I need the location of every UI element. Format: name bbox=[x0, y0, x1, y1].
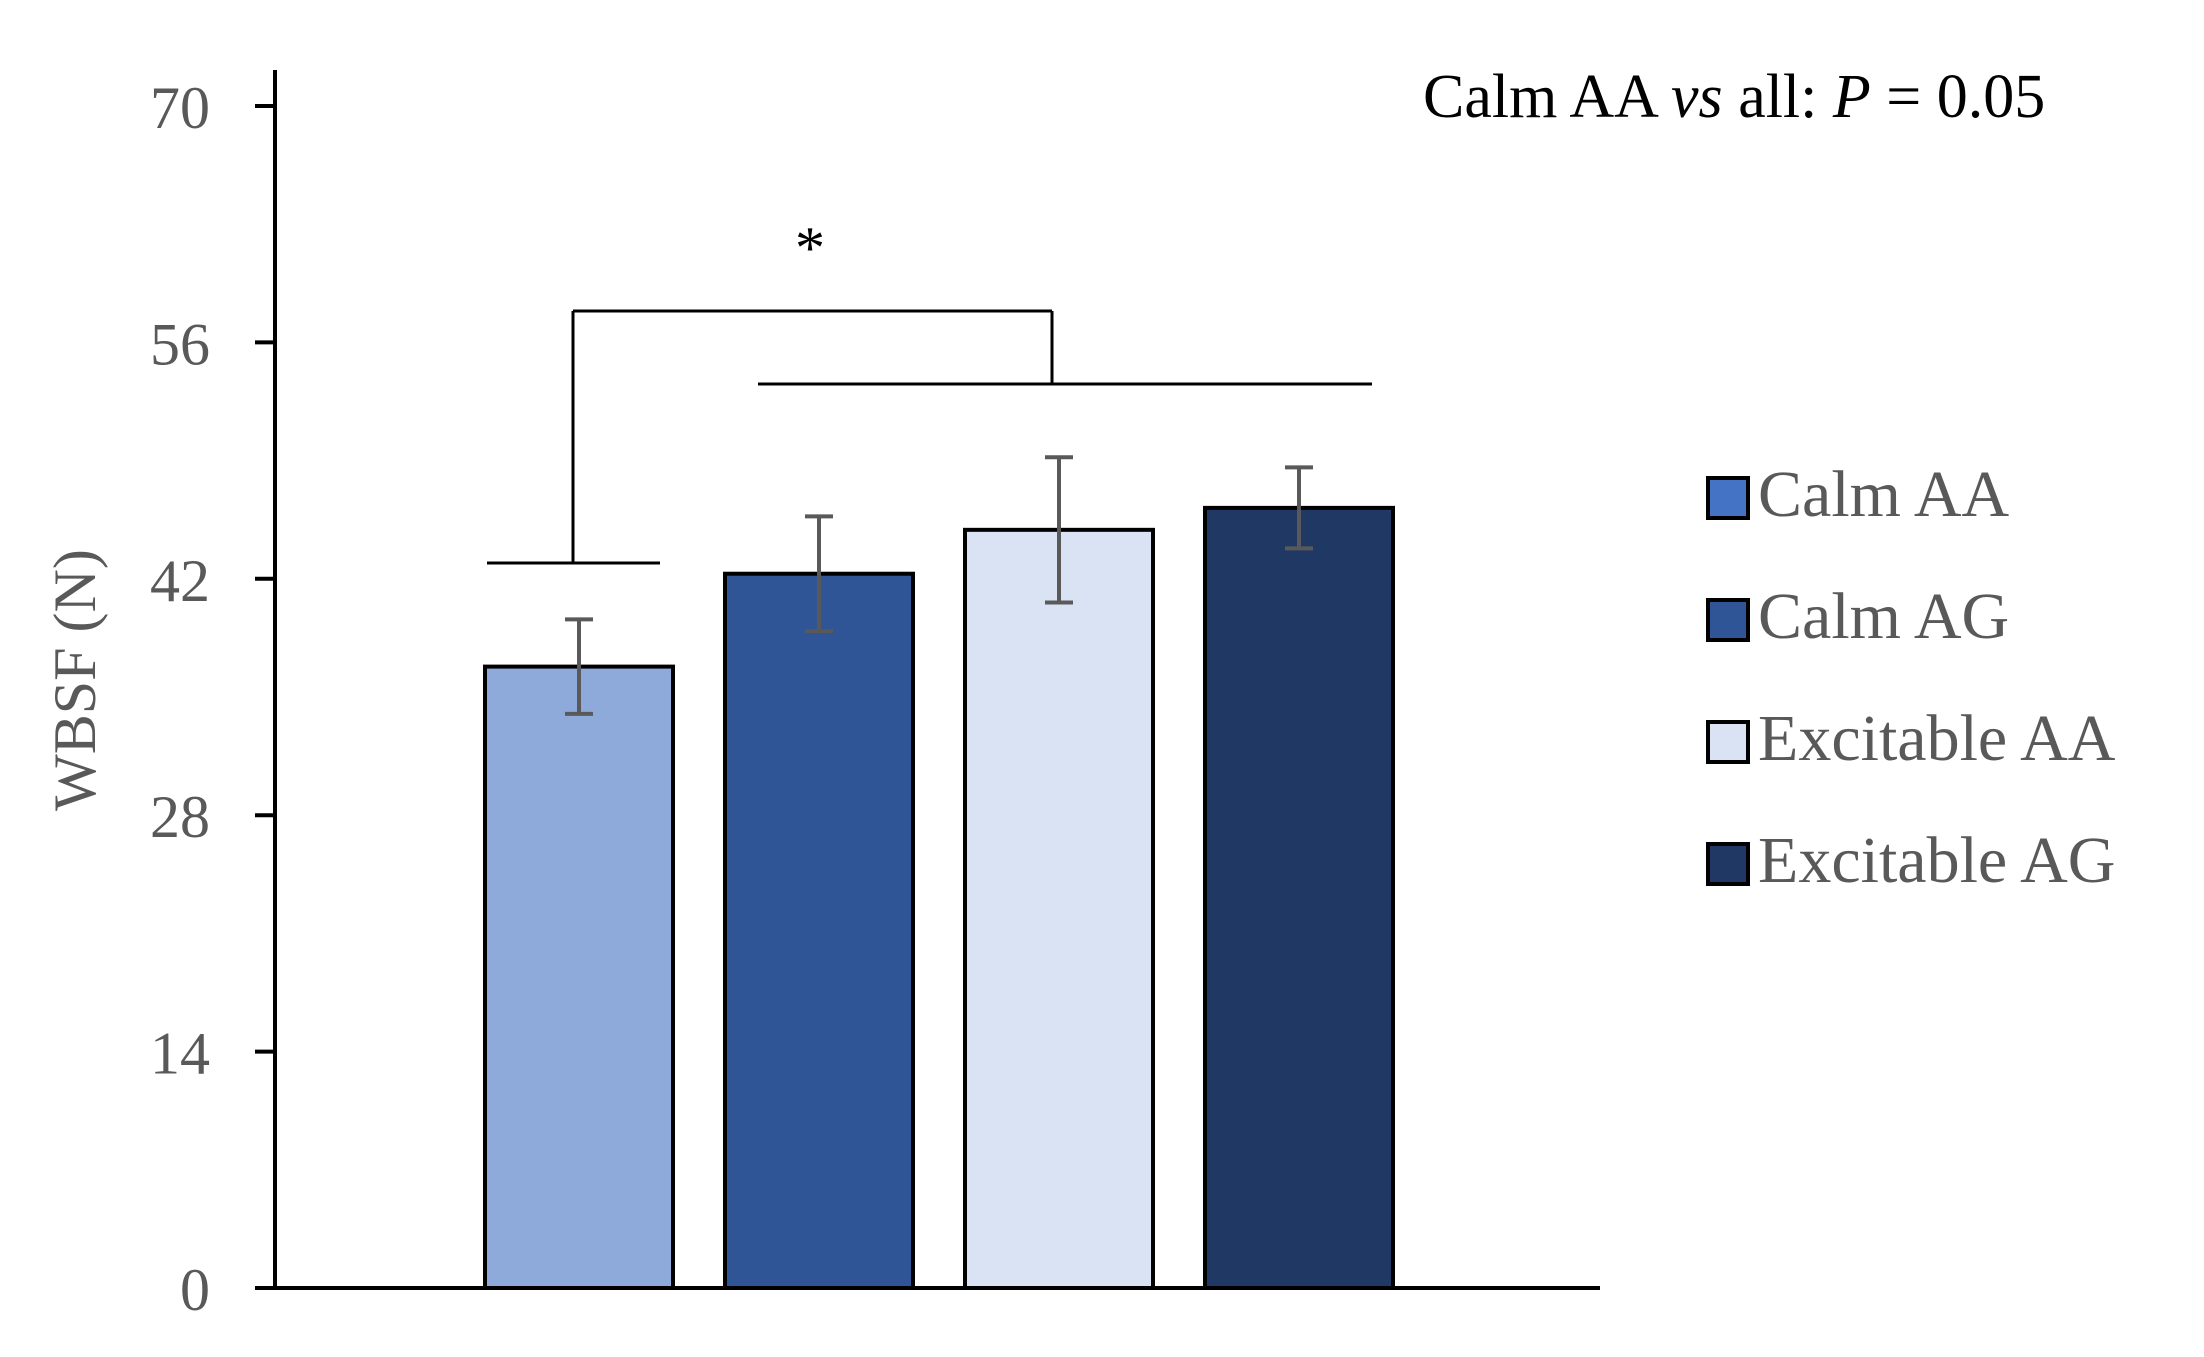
p-value-p: P bbox=[1832, 63, 1871, 131]
significance-bracket bbox=[487, 309, 1372, 565]
p-value-mid: all: bbox=[1723, 63, 1833, 131]
legend-swatch bbox=[1706, 842, 1750, 886]
p-value-annotation: Calm AA vs all: P = 0.05 bbox=[1423, 63, 2045, 131]
y-tick-label: 56 bbox=[150, 311, 210, 377]
y-tick-label: 28 bbox=[150, 784, 210, 850]
p-value-prefix: Calm AA bbox=[1423, 63, 1671, 131]
legend-swatch bbox=[1706, 720, 1750, 764]
legend-label: Excitable AA bbox=[1758, 702, 2116, 775]
axes: 0 14 28 42 56 70 bbox=[150, 70, 1600, 1323]
legend-swatch bbox=[1706, 598, 1750, 642]
legend: Calm AA Calm AG Excitable AA Excitable AG bbox=[1706, 458, 2116, 897]
legend-label: Calm AA bbox=[1758, 458, 2010, 531]
y-tick-label: 14 bbox=[150, 1021, 210, 1087]
bar bbox=[483, 664, 675, 1290]
p-value-vs: vs bbox=[1671, 63, 1723, 131]
y-tick-label: 0 bbox=[180, 1257, 210, 1323]
bar bbox=[1203, 505, 1395, 1290]
y-tick-label: 42 bbox=[150, 548, 210, 614]
error-bars bbox=[565, 455, 1313, 716]
y-tick-label: 70 bbox=[150, 75, 210, 141]
p-value-number: = 0.05 bbox=[1871, 63, 2045, 131]
significance-star: * bbox=[795, 215, 825, 281]
legend-label: Excitable AG bbox=[1758, 824, 2115, 897]
y-axis-title: WBSF (N) bbox=[42, 549, 108, 811]
bar bbox=[723, 571, 915, 1290]
legend-swatch bbox=[1706, 476, 1750, 520]
legend-label: Calm AG bbox=[1758, 580, 2009, 653]
bars bbox=[483, 505, 1395, 1290]
bar bbox=[963, 527, 1155, 1290]
